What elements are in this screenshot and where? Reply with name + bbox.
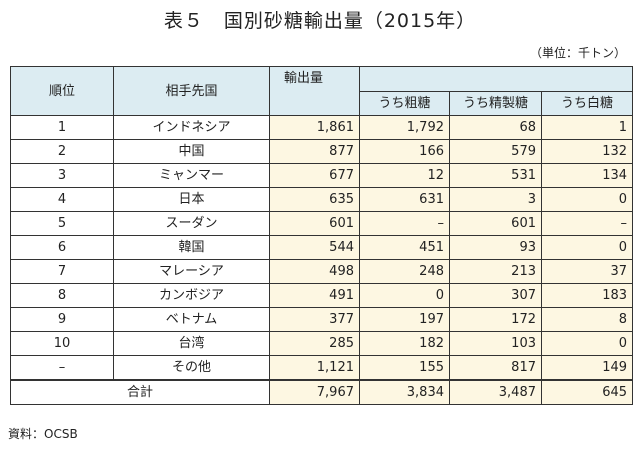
raw-cell: – (359, 211, 450, 236)
refined-cell: 601 (449, 211, 542, 236)
export-cell: 601 (269, 211, 360, 236)
source-note: 資料：OCSB (8, 427, 78, 441)
header-export: 輸出量 (269, 66, 360, 116)
rank-cell: 10 (10, 331, 114, 356)
rank-cell: 5 (10, 211, 114, 236)
rank-cell: – (10, 355, 114, 381)
total-raw-cell: 3,834 (359, 379, 450, 405)
export-cell: 1,121 (269, 355, 360, 381)
export-cell: 285 (269, 331, 360, 356)
rank-cell: 1 (10, 115, 114, 140)
table-row: 4 日本 635 631 3 0 (10, 187, 634, 212)
total-refined-cell: 3,487 (449, 379, 542, 405)
partner-cell: ミャンマー (113, 163, 270, 188)
total-label: 合計 (10, 379, 270, 405)
raw-cell: 182 (359, 331, 450, 356)
table-row: 6 韓国 544 451 93 0 (10, 235, 634, 260)
white-cell: 183 (540, 283, 634, 308)
rank-cell: 4 (10, 187, 114, 212)
export-cell: 498 (269, 259, 360, 284)
refined-cell: 531 (449, 163, 542, 188)
export-cell: 677 (269, 163, 360, 188)
white-cell: 132 (540, 139, 634, 164)
partner-cell: 韓国 (113, 235, 270, 260)
white-cell: 134 (540, 163, 634, 188)
partner-cell: ベトナム (113, 307, 270, 332)
raw-cell: 12 (359, 163, 450, 188)
refined-cell: 817 (449, 355, 542, 381)
total-row: 合計 7,967 3,834 3,487 645 (10, 379, 634, 405)
total-export-cell: 7,967 (269, 379, 360, 405)
raw-cell: 451 (359, 235, 450, 260)
white-cell: – (540, 211, 634, 236)
partner-cell: 日本 (113, 187, 270, 212)
header-partner: 相手先国 (113, 66, 270, 116)
partner-cell: カンボジア (113, 283, 270, 308)
unit-label: （単位：千トン） (529, 46, 626, 60)
table-row: 3 ミャンマー 677 12 531 134 (10, 163, 634, 188)
white-cell: 0 (540, 235, 634, 260)
partner-cell: マレーシア (113, 259, 270, 284)
table-title: 表５ 国別砂糖輸出量（2015年） (163, 10, 477, 32)
white-cell: 8 (540, 307, 634, 332)
raw-cell: 631 (359, 187, 450, 212)
rank-cell: 6 (10, 235, 114, 260)
rank-cell: 7 (10, 259, 114, 284)
export-cell: 877 (269, 139, 360, 164)
refined-cell: 3 (449, 187, 542, 212)
raw-cell: 155 (359, 355, 450, 381)
export-cell: 1,861 (269, 115, 360, 140)
export-cell: 635 (269, 187, 360, 212)
partner-cell: スーダン (113, 211, 270, 236)
refined-cell: 172 (449, 307, 542, 332)
partner-cell: 台湾 (113, 331, 270, 356)
refined-cell: 213 (449, 259, 542, 284)
raw-cell: 1,792 (359, 115, 450, 140)
table-row: 1 インドネシア 1,861 1,792 68 1 (10, 115, 634, 140)
rank-cell: 3 (10, 163, 114, 188)
rank-cell: 9 (10, 307, 114, 332)
header-white: うち白糖 (540, 91, 634, 116)
refined-cell: 307 (449, 283, 542, 308)
refined-cell: 68 (449, 115, 542, 140)
raw-cell: 248 (359, 259, 450, 284)
export-cell: 491 (269, 283, 360, 308)
rank-cell: 2 (10, 139, 114, 164)
partner-cell: 中国 (113, 139, 270, 164)
raw-cell: 0 (359, 283, 450, 308)
table-row: 7 マレーシア 498 248 213 37 (10, 259, 634, 284)
raw-cell: 197 (359, 307, 450, 332)
table-row: – その他 1,121 155 817 149 (10, 355, 634, 381)
table-row: 5 スーダン 601 – 601 – (10, 211, 634, 236)
table-row: 8 カンボジア 491 0 307 183 (10, 283, 634, 308)
export-cell: 544 (269, 235, 360, 260)
table-row: 10 台湾 285 182 103 0 (10, 331, 634, 356)
refined-cell: 103 (449, 331, 542, 356)
white-cell: 149 (540, 355, 634, 381)
export-cell: 377 (269, 307, 360, 332)
partner-cell: その他 (113, 355, 270, 381)
table-row: 2 中国 877 166 579 132 (10, 139, 634, 164)
header-sub-spacer (358, 66, 634, 92)
partner-cell: インドネシア (113, 115, 270, 140)
header-rank: 順位 (10, 66, 114, 116)
white-cell: 0 (540, 331, 634, 356)
header-refined: うち精製糖 (449, 91, 542, 116)
table-row: 9 ベトナム 377 197 172 8 (10, 307, 634, 332)
refined-cell: 93 (449, 235, 542, 260)
white-cell: 0 (540, 187, 634, 212)
white-cell: 37 (540, 259, 634, 284)
sugar-export-table: 順位 相手先国 輸出量 うち粗糖 うち精製糖 うち白糖 1 インドネシア 1,8… (10, 66, 634, 405)
header-raw: うち粗糖 (359, 91, 450, 116)
total-white-cell: 645 (540, 379, 634, 405)
refined-cell: 579 (449, 139, 542, 164)
rank-cell: 8 (10, 283, 114, 308)
raw-cell: 166 (359, 139, 450, 164)
white-cell: 1 (540, 115, 634, 140)
